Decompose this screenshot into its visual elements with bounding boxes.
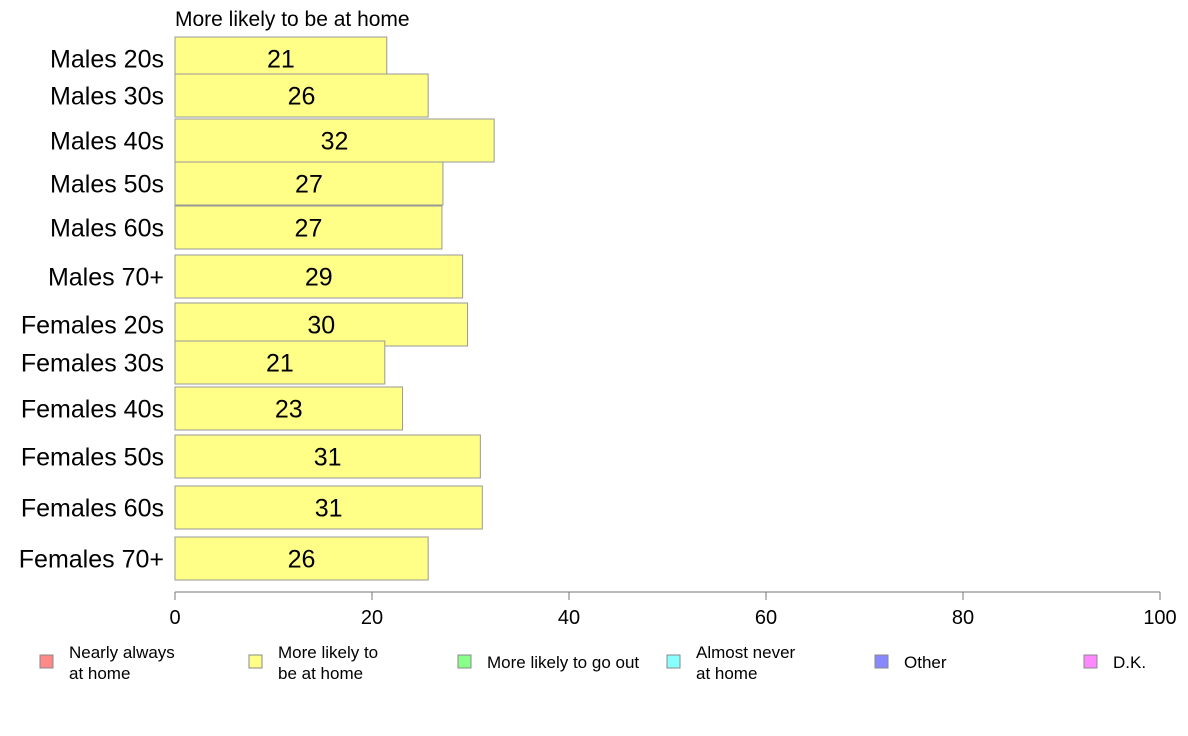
x-axis: 0 20 40 60 80 100 xyxy=(169,591,1177,629)
bar xyxy=(174,340,386,385)
x-tick-label: 20 xyxy=(361,607,383,629)
bar xyxy=(174,118,495,163)
chart-title: More likely to be at home xyxy=(175,8,410,31)
legend-swatch xyxy=(874,654,889,669)
category-label: Males 40s xyxy=(50,128,164,156)
category-label: Males 60s xyxy=(50,215,164,243)
category-label: Females 70+ xyxy=(19,546,164,574)
legend-label: Almost never at home xyxy=(696,643,796,683)
legend-label-line: at home xyxy=(69,664,130,683)
legend-label: More likely to be at home xyxy=(278,643,378,683)
bar-value-label: 21 xyxy=(266,350,294,378)
legend-label: D.K. xyxy=(1113,653,1146,672)
legend-label: More likely to go out xyxy=(487,653,639,672)
bar-value-label: 32 xyxy=(321,128,349,156)
category-label: Females 60s xyxy=(21,495,164,523)
category-label: Males 30s xyxy=(50,83,164,111)
legend-label-line: at home xyxy=(696,664,757,683)
bar-value-label: 26 xyxy=(288,83,316,111)
bar xyxy=(174,434,481,479)
legend-label: Other xyxy=(904,653,947,672)
bar xyxy=(174,536,429,581)
legend-label-line: Almost never xyxy=(696,643,796,662)
category-label: Males 70+ xyxy=(48,264,164,292)
legend-label-line: Nearly always xyxy=(69,643,175,662)
bar-value-label: 27 xyxy=(295,171,323,199)
legend-swatch xyxy=(248,654,263,669)
x-tick-label: 80 xyxy=(952,607,974,629)
category-label: Females 40s xyxy=(21,396,164,424)
bar-value-label: 31 xyxy=(314,444,342,472)
category-label: Females 30s xyxy=(21,350,164,378)
bar-value-label: 29 xyxy=(305,264,333,292)
x-tick-label: 40 xyxy=(558,607,580,629)
bar-value-label: 21 xyxy=(267,46,295,74)
category-label: Males 20s xyxy=(50,46,164,74)
bar-value-label: 30 xyxy=(307,312,335,340)
bar-value-label: 26 xyxy=(288,546,316,574)
legend-label-line: More likely to xyxy=(278,643,378,662)
bar xyxy=(174,485,483,530)
bars: 21 Males 20s 26 Males 30s 32 Males 40s 27 Males… xyxy=(19,36,495,581)
bar xyxy=(174,36,388,81)
legend-swatch xyxy=(39,654,54,669)
bar xyxy=(174,161,444,206)
bar-value-label: 23 xyxy=(275,396,303,424)
legend: Nearly always at home More likely to be at … xyxy=(39,643,1146,683)
bar xyxy=(174,73,429,118)
x-tick-label: 0 xyxy=(169,607,180,629)
x-tick-label: 60 xyxy=(755,607,777,629)
legend-swatch xyxy=(457,654,472,669)
bar xyxy=(174,386,404,431)
legend-label-line: be at home xyxy=(278,664,363,683)
legend-label: Nearly always at home xyxy=(69,643,175,683)
legend-swatch xyxy=(666,654,681,669)
bar xyxy=(174,205,443,250)
category-label: Males 50s xyxy=(50,171,164,199)
x-tick-label: 100 xyxy=(1143,607,1176,629)
legend-swatch xyxy=(1083,654,1098,669)
bar-value-label: 31 xyxy=(315,495,343,523)
bar xyxy=(174,254,464,299)
category-label: Females 50s xyxy=(21,444,164,472)
category-label: Females 20s xyxy=(21,312,164,340)
bar-value-label: 27 xyxy=(295,215,323,243)
